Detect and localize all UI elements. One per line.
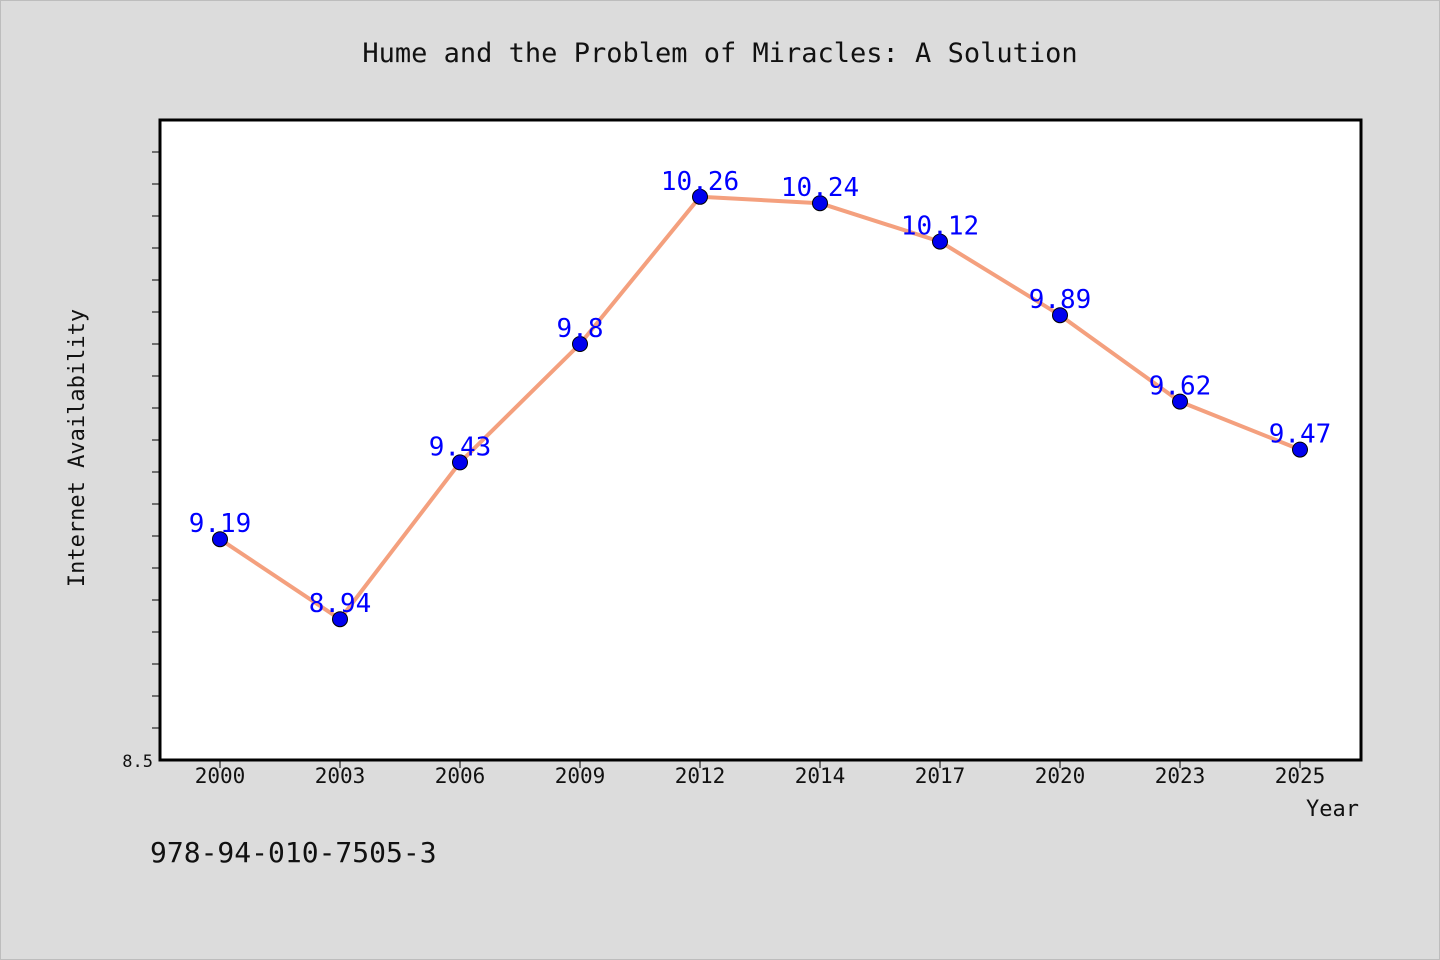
x-tick-label: 2000 [195,764,246,788]
isbn-text: 978-94-010-7505-3 [150,836,437,869]
x-axis-label: Year [1306,797,1359,822]
data-label-group: 9.19 8.94 9.43 9.8 10.26 10.24 10.12 9.89 9.62 9.… [189,167,1332,619]
data-label: 9.8 [557,314,604,344]
x-tick-label: 2020 [1035,764,1086,788]
x-tick-label: 2012 [675,764,726,788]
data-point-marker [1172,393,1188,410]
data-label: 9.89 [1029,285,1092,315]
x-tick-label: 2014 [795,764,846,788]
data-point-marker [212,531,228,548]
x-axis-tick-labels: 2000 2003 2006 2009 2012 2014 2017 2020 2023 2025 [195,764,1326,788]
x-tick-label: 2023 [1155,764,1206,788]
data-point-marker [812,195,828,212]
data-label: 9.47 [1269,420,1332,450]
data-label: 9.62 [1149,372,1212,402]
data-point-marker [452,454,468,471]
data-point-marker [1292,441,1308,458]
data-label: 10.26 [661,167,739,197]
data-label: 9.43 [429,432,492,462]
x-tick-label: 2025 [1275,764,1326,788]
data-point-marker [572,336,588,352]
chart-title: Hume and the Problem of Miracles: A Solu… [362,38,1077,69]
y-tick-label-min: 8.5 [122,752,153,772]
data-label: 10.12 [901,212,979,242]
data-point-marker [332,611,348,628]
series-line-group [218,194,1302,622]
data-label: 8.94 [309,589,372,619]
series-marker-group [212,188,1308,628]
x-tick-label: 2009 [555,764,606,788]
data-point-marker [932,233,948,250]
data-point-marker [1052,307,1068,324]
data-label: 9.19 [189,509,252,539]
x-tick-label: 2003 [315,764,366,788]
data-point-marker [692,188,708,205]
y-axis-label: Internet Availability [65,309,90,587]
x-tick-label: 2006 [435,764,486,788]
data-label: 10.24 [781,173,859,203]
series-line [218,194,1302,622]
plot-area [160,120,1361,760]
plot-frame [158,118,1363,762]
x-tick-label: 2017 [915,764,966,788]
